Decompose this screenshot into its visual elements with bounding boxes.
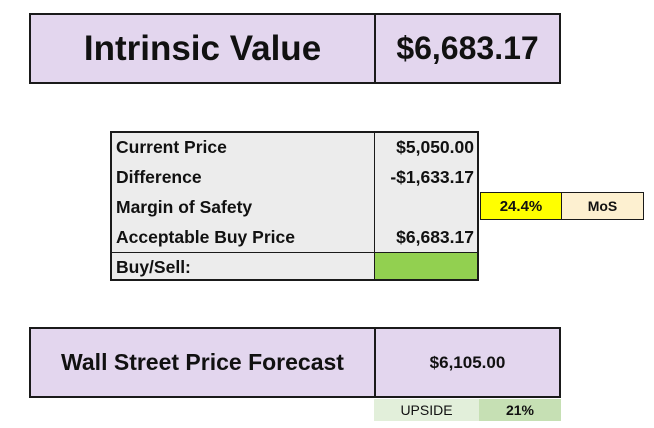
current-price-label[interactable]: Current Price — [116, 136, 227, 157]
margin-of-safety-label[interactable]: Margin of Safety — [116, 196, 253, 217]
current-price-value[interactable]: $5,050.00 — [396, 136, 474, 157]
buy-sell-label[interactable]: Buy/Sell: — [116, 256, 191, 277]
buy-sell-indicator[interactable] — [375, 253, 477, 279]
margin-of-safety-value[interactable] — [376, 192, 477, 222]
acceptable-buy-price-label[interactable]: Acceptable Buy Price — [116, 226, 295, 247]
margin-of-safety-percent[interactable]: 24.4% — [480, 192, 562, 220]
price-table — [110, 131, 479, 281]
upside-label[interactable]: UPSIDE — [374, 399, 479, 421]
table-column-divider — [374, 131, 375, 281]
mos-tag[interactable]: MoS — [561, 192, 644, 220]
acceptable-buy-price-value[interactable]: $6,683.17 — [396, 226, 474, 247]
buy-sell-row-border — [110, 252, 479, 281]
upside-percent[interactable]: 21% — [479, 399, 561, 421]
wall-street-forecast-value[interactable]: $6,105.00 — [374, 327, 561, 398]
intrinsic-value-amount[interactable]: $6,683.17 — [374, 13, 561, 84]
difference-label[interactable]: Difference — [116, 166, 202, 187]
difference-value[interactable]: -$1,633.17 — [390, 166, 474, 187]
intrinsic-value-label[interactable]: Intrinsic Value — [29, 13, 376, 84]
wall-street-forecast-label[interactable]: Wall Street Price Forecast — [29, 327, 376, 398]
